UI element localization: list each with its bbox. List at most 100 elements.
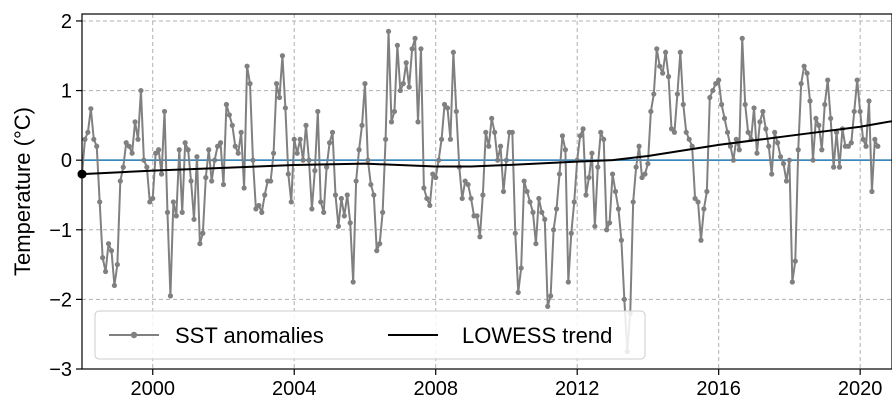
data-point <box>403 60 409 66</box>
data-point <box>645 161 651 167</box>
data-point <box>326 140 333 146</box>
data-point <box>203 174 209 181</box>
data-point <box>783 178 790 184</box>
data-point <box>848 140 854 146</box>
data-point <box>872 136 878 142</box>
data-point <box>668 126 675 132</box>
data-point <box>660 70 666 76</box>
data-point <box>235 150 241 156</box>
x-tick-label: 2000 <box>130 378 175 400</box>
data-point <box>356 147 362 153</box>
data-point <box>332 192 339 198</box>
data-point <box>108 248 115 254</box>
data-point <box>745 129 751 135</box>
x-tick-label: 2008 <box>413 378 458 400</box>
data-point <box>801 63 807 69</box>
data-point <box>153 150 159 156</box>
data-point <box>769 171 775 177</box>
data-point <box>489 115 495 122</box>
data-point <box>129 150 135 156</box>
y-axis-label: Temperature (°C) <box>10 107 35 276</box>
data-point <box>238 129 244 135</box>
legend-label-lowess-trend: LOWESS trend <box>462 323 612 348</box>
data-point <box>565 279 571 285</box>
data-point <box>492 129 498 135</box>
data-point <box>657 63 663 69</box>
data-point <box>391 108 398 115</box>
data-point <box>804 70 810 76</box>
data-point <box>766 143 772 149</box>
data-point <box>294 150 300 156</box>
y-tick-label: 0 <box>61 150 72 172</box>
data-point <box>648 108 654 115</box>
data-point <box>459 195 465 202</box>
data-point <box>188 178 194 184</box>
data-point <box>606 220 613 226</box>
data-point <box>247 81 253 87</box>
data-point <box>94 143 100 149</box>
data-point <box>609 171 616 177</box>
data-point <box>601 136 607 142</box>
data-point <box>427 202 433 209</box>
data-point <box>194 154 200 160</box>
data-point <box>276 94 283 101</box>
data-point <box>285 171 291 177</box>
data-point <box>123 140 129 146</box>
data-point <box>710 87 716 94</box>
data-point <box>733 136 739 142</box>
data-point <box>97 199 103 205</box>
data-point <box>583 192 589 198</box>
data-point <box>786 157 792 163</box>
axes <box>81 13 892 370</box>
data-point <box>548 293 554 299</box>
data-point <box>713 81 719 87</box>
data-point <box>312 168 318 174</box>
data-point <box>751 105 757 111</box>
legend-marker-sst-anomalies <box>130 331 138 339</box>
data-point <box>438 136 445 142</box>
data-point <box>253 206 259 212</box>
data-point <box>365 157 371 163</box>
data-point <box>639 174 645 181</box>
data-point <box>477 234 483 240</box>
data-point <box>282 105 288 111</box>
x-tick-label: 2004 <box>272 378 317 400</box>
data-point <box>82 136 88 142</box>
data-point <box>114 261 120 268</box>
data-point <box>321 209 327 215</box>
data-point <box>719 101 725 108</box>
plot-frame <box>81 13 892 370</box>
data-point <box>197 241 203 247</box>
legend: SST anomalies LOWESS trend <box>94 310 646 360</box>
data-point <box>418 46 424 52</box>
data-point <box>220 181 227 188</box>
data-point <box>651 91 657 97</box>
data-point <box>382 136 389 142</box>
data-point <box>857 108 863 115</box>
data-point <box>329 129 336 135</box>
data-point <box>621 296 627 302</box>
data-point <box>141 157 147 163</box>
data-point <box>150 195 156 202</box>
data-point <box>486 143 492 149</box>
data-point <box>132 119 138 125</box>
data-point <box>297 136 303 142</box>
data-point <box>704 188 710 195</box>
data-point <box>303 122 309 128</box>
data-point <box>161 108 168 115</box>
data-point <box>775 140 781 146</box>
data-point <box>424 195 430 202</box>
data-point <box>353 178 359 184</box>
data-point <box>256 202 262 209</box>
data-point <box>542 216 548 222</box>
data-point <box>441 101 448 108</box>
data-point <box>860 136 866 142</box>
data-point <box>559 133 566 139</box>
data-point <box>288 199 294 205</box>
data-point <box>810 157 816 163</box>
series-line-lowess-trend <box>81 120 892 176</box>
data-point <box>480 192 486 198</box>
data-point <box>825 77 831 83</box>
data-point <box>291 136 297 142</box>
